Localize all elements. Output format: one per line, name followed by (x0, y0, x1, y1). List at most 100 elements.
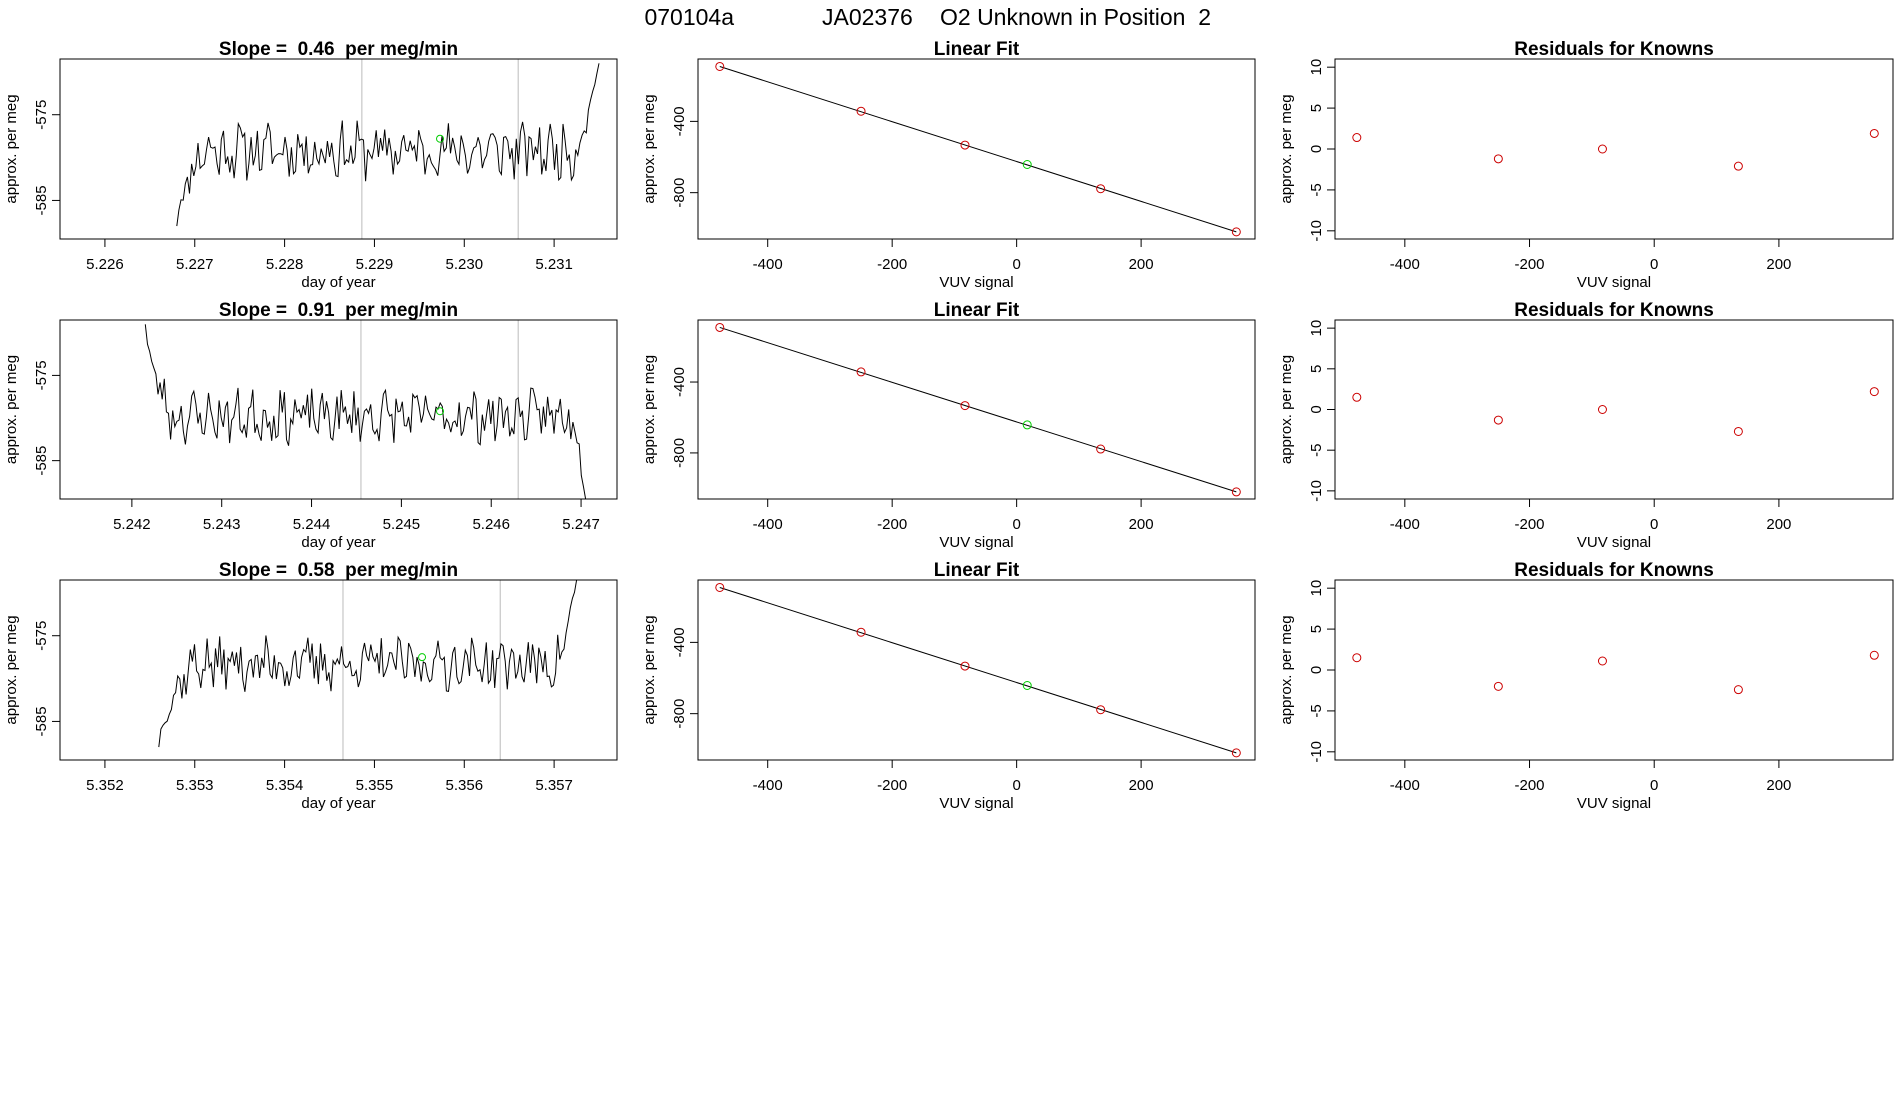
x-tick-label: -200 (1515, 516, 1545, 533)
y-axis-label: approx. per meg (1278, 94, 1295, 203)
panel-title: Residuals for Knowns (1514, 300, 1714, 321)
plot-area (715, 61, 1241, 237)
y-axis-label: approx. per meg (1278, 355, 1295, 464)
plot-frame (1334, 58, 1894, 240)
chart-panel-scatter: Linear Fit -400 -200 0 200 VUV signal -800 -400… (641, 300, 1256, 551)
residual-point (1597, 405, 1607, 414)
chart-panel-scatter: Linear Fit -400 -200 0 200 VUV signal -800 -400… (641, 560, 1256, 812)
x-axis-label: day of year (301, 795, 375, 812)
x-tick-label: -400 (1390, 256, 1420, 273)
y-axis-label: approx. per meg (3, 94, 20, 203)
plot-area (158, 580, 578, 760)
y-axis-label: approx. per meg (3, 615, 20, 724)
time-series-line (144, 324, 587, 499)
x-tick-label: 200 (1766, 777, 1791, 794)
figure-title-description: O2 Unknown in Position 2 (940, 4, 1211, 30)
plot-frame (59, 579, 618, 761)
chart-panel-line: Slope = 0.58 per meg/min 5.352 5.353 5.354 5… (3, 560, 618, 812)
x-tick-label: 200 (1129, 516, 1154, 533)
x-tick-label: 200 (1129, 777, 1154, 794)
x-tick-label: 5.244 (293, 516, 331, 533)
known-point (1231, 748, 1241, 758)
chart-panel-line: Slope = 0.91 per meg/min 5.242 5.243 5.244 5… (3, 300, 618, 551)
plot-frame (1334, 579, 1894, 761)
known-point (960, 401, 970, 411)
residual-point (1869, 128, 1879, 138)
x-tick-label: 5.353 (176, 777, 214, 794)
chart-panel-line: Slope = 0.46 per meg/min 5.226 5.227 5.228 5… (3, 39, 618, 291)
x-tick-label: 0 (1650, 777, 1658, 794)
y-tick-label: -5 (1308, 444, 1325, 457)
fit-line (719, 326, 1237, 493)
panel-title: Residuals for Knowns (1514, 39, 1714, 60)
unknown-point (1022, 681, 1032, 691)
panel-title: Slope = 0.91 per meg/min (219, 300, 458, 321)
x-tick-label: 5.229 (356, 256, 394, 273)
residual-point (1597, 656, 1607, 666)
x-axis-label: day of year (301, 534, 375, 551)
unknown-point (1022, 160, 1032, 170)
x-tick-label: -200 (877, 516, 907, 533)
known-point (1096, 705, 1106, 715)
x-tick-label: 5.230 (446, 256, 484, 273)
x-tick-label: 5.231 (535, 256, 573, 273)
time-series-line (176, 63, 600, 227)
plot-area (1352, 128, 1879, 171)
x-tick-label: 200 (1766, 256, 1791, 273)
plot-area (176, 59, 600, 239)
known-point (960, 661, 970, 671)
y-tick-label: 10 (1308, 580, 1325, 597)
y-tick-label: -575 (33, 621, 50, 651)
y-tick-label: 10 (1308, 320, 1325, 337)
figure-title-date: 070104a (644, 4, 734, 30)
x-tick-label: 5.226 (86, 256, 124, 273)
x-tick-label: 5.352 (86, 777, 124, 794)
y-tick-label: 0 (1308, 666, 1325, 674)
known-point (715, 582, 725, 592)
x-tick-label: 5.242 (113, 516, 151, 533)
fit-line (719, 66, 1237, 233)
residual-point (1493, 681, 1503, 691)
residual-point (1352, 392, 1362, 402)
panel-title: Linear Fit (934, 560, 1020, 581)
unknown-marker-point (436, 407, 445, 416)
y-axis-label: approx. per meg (641, 94, 658, 203)
y-tick-label: 5 (1308, 365, 1325, 373)
x-tick-label: -400 (753, 256, 783, 273)
x-axis-label: VUV signal (1577, 274, 1651, 291)
x-axis-label: VUV signal (1577, 534, 1651, 551)
residual-point (1733, 426, 1743, 436)
x-tick-label: -400 (1390, 516, 1420, 533)
panel-title: Linear Fit (934, 300, 1020, 321)
known-point (1096, 184, 1106, 194)
y-axis-label: approx. per meg (3, 355, 20, 464)
y-axis-label: approx. per meg (641, 615, 658, 724)
y-tick-label: -585 (33, 185, 50, 215)
chart-panel-scatter: Linear Fit -400 -200 0 200 VUV signal -800 -400… (641, 39, 1256, 291)
known-point (960, 140, 970, 150)
y-tick-label: -5 (1308, 183, 1325, 196)
y-tick-label: -585 (33, 706, 50, 736)
x-tick-label: -200 (877, 256, 907, 273)
figure-title-tank: JA02376 (822, 4, 913, 30)
y-tick-label: 0 (1308, 405, 1325, 413)
x-tick-label: -400 (1390, 777, 1420, 794)
panel-title: Slope = 0.58 per meg/min (219, 560, 458, 581)
known-point (1096, 444, 1106, 454)
x-tick-label: -400 (753, 516, 783, 533)
x-tick-label: 5.227 (176, 256, 214, 273)
x-tick-label: 5.355 (356, 777, 394, 794)
residual-point (1597, 144, 1607, 154)
y-tick-label: -575 (33, 100, 50, 130)
y-tick-label: -10 (1308, 741, 1325, 763)
x-tick-label: 5.243 (203, 516, 241, 533)
y-tick-label: 10 (1308, 59, 1325, 76)
x-tick-label: 5.228 (266, 256, 304, 273)
residual-point (1869, 650, 1879, 660)
known-point (856, 367, 866, 377)
x-tick-label: 5.245 (383, 516, 421, 533)
panel-title: Residuals for Knowns (1514, 560, 1714, 581)
y-tick-label: 0 (1308, 145, 1325, 153)
plot-area (144, 320, 587, 499)
